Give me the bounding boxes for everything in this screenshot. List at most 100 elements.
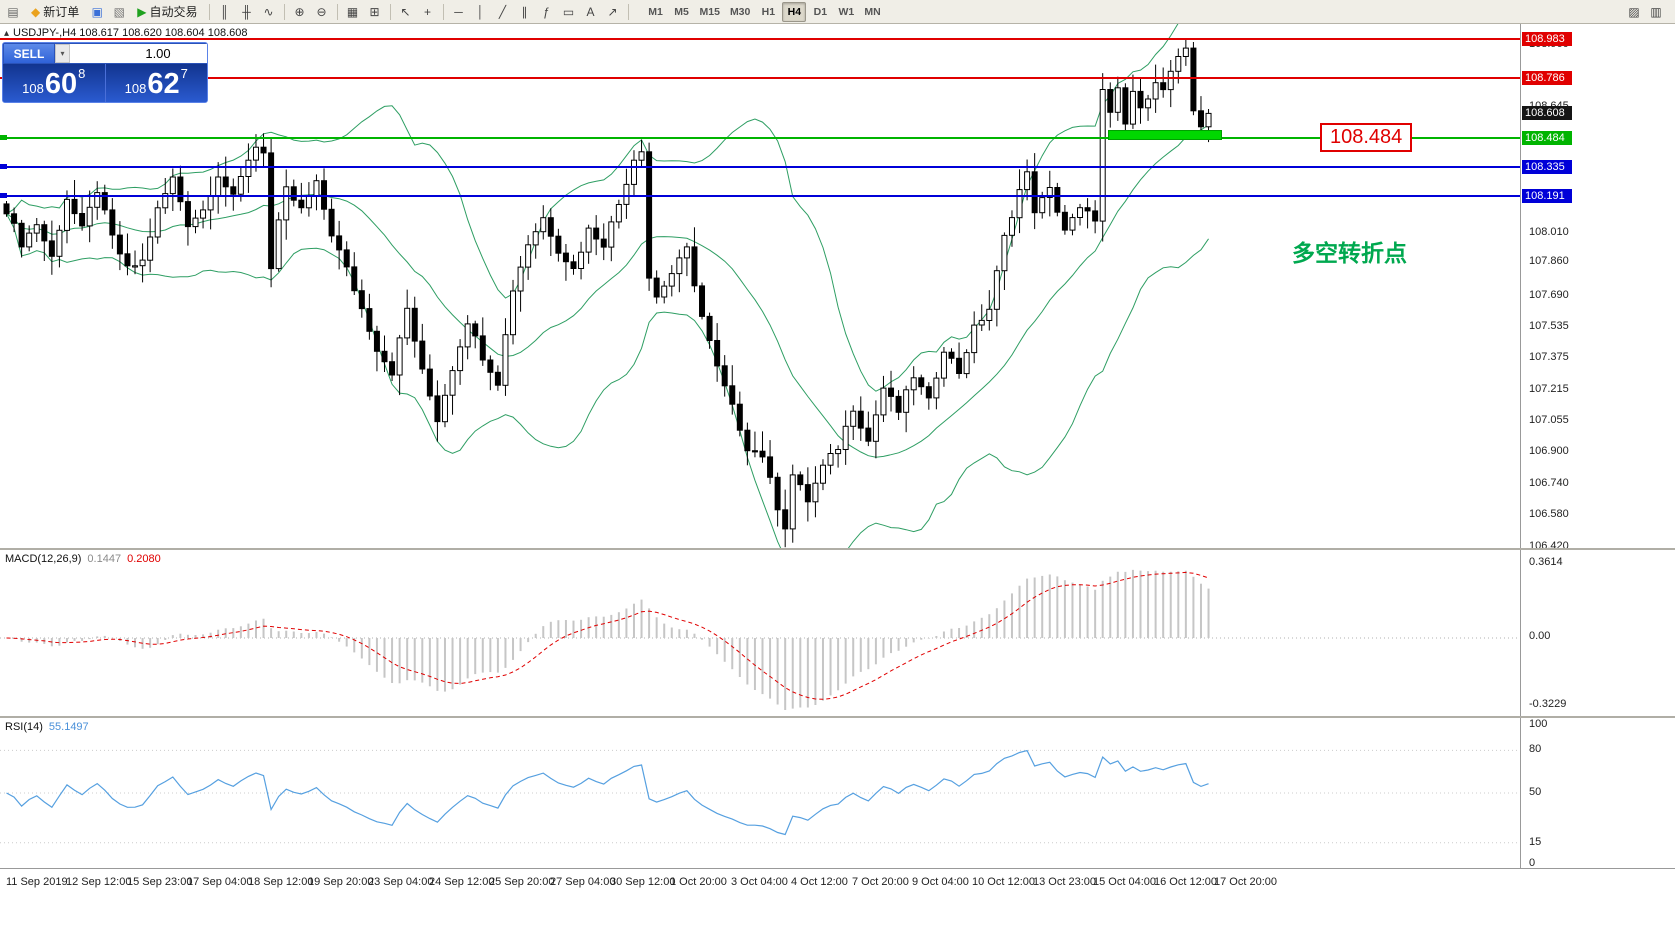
price-level-badge: 108.983 (1522, 32, 1572, 47)
time-axis-label: 24 Sep 12:00 (429, 876, 495, 888)
charts-grid-icon[interactable]: ▤ (3, 2, 23, 22)
price-level-line[interactable] (0, 166, 1520, 169)
panel-splitter[interactable] (0, 548, 1675, 550)
shapes-icon[interactable]: ▭ (559, 2, 579, 22)
chart-ohlc-header: ▴ USDJPY-,H4 108.617 108.620 108.604 108.… (4, 27, 247, 39)
price-level-line[interactable] (0, 38, 1520, 41)
trendline-icon-glyph: ╱ (498, 4, 507, 19)
annotation-text-object[interactable]: 多空转折点 (1292, 240, 1407, 266)
grid-icon[interactable]: ▦ (343, 2, 363, 22)
arrow-objects-icon[interactable]: ↗ (603, 2, 623, 22)
timeframe-h4-button[interactable]: H4 (782, 1, 807, 22)
time-axis-label: 16 Oct 12:00 (1154, 876, 1217, 888)
buy-price-button[interactable]: 108 62 7 (104, 64, 208, 102)
price-level-line[interactable] (0, 194, 1520, 197)
fibonacci-icon[interactable]: ƒ (537, 2, 557, 22)
autotrade-button[interactable]: ▶ 自动交易 (131, 2, 203, 22)
timeframe-m5-button[interactable]: M5 (674, 5, 689, 18)
new-order-button[interactable]: ◆ 新订单 (25, 2, 85, 22)
toolbar-separator (336, 3, 338, 20)
rsi-name: RSI(14) (5, 721, 43, 733)
bar-chart-icon[interactable]: ║ (215, 2, 235, 22)
macd-axis-tick: 0.3614 (1529, 556, 1563, 568)
vertical-line-icon[interactable]: │ (471, 2, 491, 22)
candlestick-chart-icon[interactable]: ╫ (237, 2, 257, 22)
trendline-icon[interactable]: ╱ (493, 2, 513, 22)
price-level-line[interactable] (0, 136, 1520, 139)
price-axis-tick: 107.055 (1529, 414, 1569, 427)
rsi-label: RSI(14) 55.1497 (5, 721, 89, 733)
timeframe-m15-button[interactable]: M15 (699, 5, 720, 18)
time-axis-label: 23 Sep 04:00 (368, 876, 434, 888)
line-anchor-tab (0, 134, 7, 140)
time-axis[interactable]: 11 Sep 2019 12 Sep 12:00 15 Sep 23:00 17 Se… (0, 868, 1675, 894)
collapse-panel-icon[interactable]: ▴ (4, 28, 10, 39)
shapes-icon-glyph: ▭ (562, 4, 575, 19)
sell-button[interactable]: SELL (3, 43, 55, 64)
fibonacci-icon-glyph: ƒ (543, 4, 550, 19)
channel-icon[interactable]: ∥ (515, 2, 535, 22)
ohlc-text: USDJPY-,H4 108.617 108.620 108.604 108.6… (13, 27, 248, 39)
timeframe-m1-button[interactable]: M1 (648, 5, 663, 18)
price-level-badge: 108.335 (1522, 160, 1572, 175)
bar-chart-icon-glyph: ║ (220, 4, 229, 19)
navigator-icon[interactable]: ▧ (109, 2, 129, 22)
toolbar-left-group: ▤ ◆ 新订单 ▣ ▧ ▶ 自动交易 ║ ╫ ∿ ⊕ ⊖ ▦ ⊞ ↖ + ─ │ ╱ ∥ ƒ ▭ A ↗ (2, 2, 633, 22)
vertical-line-icon-glyph: │ (476, 4, 485, 19)
main-toolbar: ▤ ◆ 新订单 ▣ ▧ ▶ 自动交易 ║ ╫ ∿ ⊕ ⊖ ▦ ⊞ ↖ + ─ │ ╱ ∥ ƒ ▭ A ↗ M1 M5 M15 M30… (0, 0, 1675, 24)
new-order-label: 新订单 (43, 5, 80, 19)
volume-down-button[interactable]: ▾ (55, 44, 70, 63)
zoom-in-icon[interactable]: ⊕ (290, 2, 310, 22)
macd-label: MACD(12,26,9) 0.1447 0.2080 (5, 553, 161, 565)
detach-chart-icon[interactable]: ▨ (1628, 4, 1640, 19)
timeframe-w1-button[interactable]: W1 (838, 5, 855, 18)
price-axis-tick: 107.860 (1529, 255, 1569, 268)
price-axis-tick: 107.215 (1529, 382, 1569, 395)
timeframe-h1-button[interactable]: H1 (761, 5, 776, 18)
panel-splitter[interactable] (0, 716, 1675, 718)
rsi-indicator-panel: RSI(14) 55.1497 100 80 50 15 0 (0, 718, 1675, 868)
price-axis[interactable]: 108.960108.645108.170108.010107.860107.6… (1520, 24, 1675, 548)
rsi-axis-tick: 80 (1529, 743, 1542, 756)
indicators-icon[interactable]: ⊞ (365, 2, 385, 22)
price-axis-tick: 107.690 (1529, 288, 1569, 301)
timeframe-m30-button[interactable]: M30 (729, 5, 751, 18)
price-level-line[interactable] (0, 77, 1520, 80)
zoom-out-icon[interactable]: ⊖ (312, 2, 332, 22)
rsi-axis: 100 80 50 15 0 (1520, 718, 1675, 868)
volume-input[interactable] (70, 44, 207, 63)
line-chart-icon[interactable]: ∿ (259, 2, 279, 22)
indicators-icon-glyph: ⊞ (369, 4, 380, 19)
timeframe-mn-button[interactable]: MN (864, 5, 881, 18)
line-anchor-tab (0, 164, 7, 170)
price-axis-tick: 108.010 (1529, 225, 1569, 238)
timeframe-d1-button[interactable]: D1 (813, 5, 828, 18)
rsi-value: 55.1497 (48, 721, 89, 733)
macd-axis-tick: -0.3229 (1529, 698, 1567, 710)
rsi-axis-tick: 50 (1529, 786, 1542, 798)
time-axis-label: 25 Sep 20:00 (489, 876, 555, 888)
price-axis-tick: 106.420 (1529, 540, 1569, 548)
price-axis-tick: 106.900 (1529, 445, 1569, 458)
chart-window-icon[interactable]: ▣ (87, 2, 107, 22)
autotrade-icon: ▶ (137, 4, 147, 19)
candlestick-chart-icon-glyph: ╫ (242, 4, 251, 19)
horizontal-line-icon[interactable]: ─ (449, 2, 469, 22)
ask-prefix: 108 (124, 81, 147, 96)
cursor-icon[interactable]: ↖ (396, 2, 416, 22)
chart-list-icon[interactable]: ▥ (1650, 4, 1662, 19)
main-chart-plot[interactable] (0, 24, 1520, 548)
macd-plot[interactable] (0, 550, 1520, 716)
macd-name: MACD(12,26,9) (5, 553, 82, 565)
sell-price-button[interactable]: 108 60 8 (3, 64, 105, 102)
rsi-plot[interactable] (0, 718, 1520, 868)
time-axis-label: 1 Oct 20:00 (670, 876, 727, 888)
time-axis-label: 13 Oct 23:00 (1033, 876, 1096, 888)
highlight-rectangle-object[interactable] (1108, 130, 1222, 140)
crosshair-icon[interactable]: + (418, 2, 438, 22)
text-icon[interactable]: A (581, 2, 601, 22)
price-axis-tick: 107.535 (1529, 319, 1569, 332)
time-axis-label: 12 Sep 12:00 (66, 876, 132, 888)
price-callout-label[interactable]: 108.484 (1320, 123, 1413, 152)
